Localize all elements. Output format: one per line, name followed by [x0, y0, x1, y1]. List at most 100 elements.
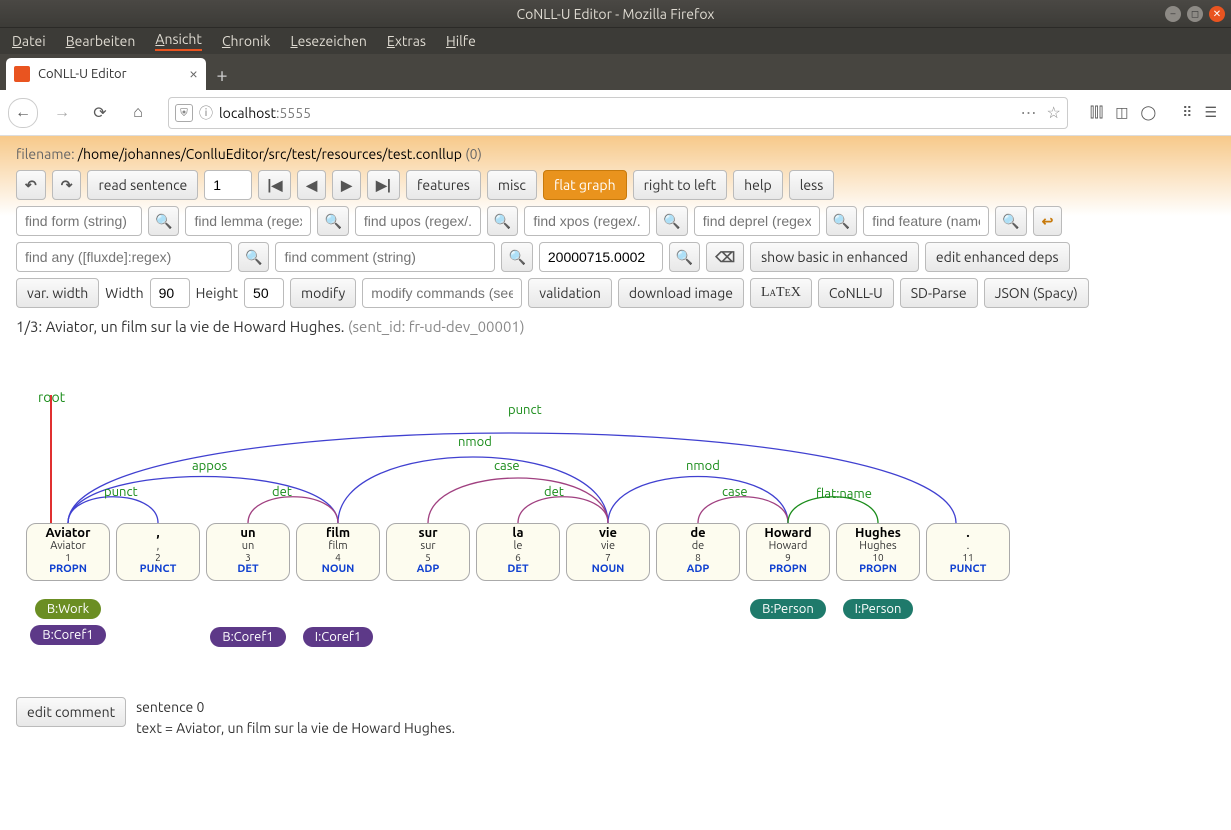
search-any-icon[interactable]: 🔍: [238, 242, 269, 272]
search-feature-icon[interactable]: 🔍: [995, 206, 1026, 236]
sentence-number-input[interactable]: [204, 170, 252, 200]
conllu-button[interactable]: CoNLL-U: [818, 278, 894, 308]
tab-close-icon[interactable]: ×: [189, 65, 198, 83]
token[interactable]: dede8ADP: [656, 523, 740, 581]
reload-button[interactable]: ⟳: [86, 99, 114, 127]
prev-button[interactable]: ◀: [297, 170, 326, 200]
search-xpos-icon[interactable]: 🔍: [656, 206, 687, 236]
tag-iperson[interactable]: I:Person: [843, 599, 914, 619]
url-text: localhost:5555: [219, 105, 1014, 121]
undo-button[interactable]: ↶: [16, 170, 46, 200]
library-icon[interactable]: ⫿⫿⫿: [1090, 104, 1103, 121]
flat-graph-button[interactable]: flat graph: [543, 170, 627, 200]
search-deprel-icon[interactable]: 🔍: [826, 206, 857, 236]
search-lemma-icon[interactable]: 🔍: [317, 206, 348, 236]
token[interactable]: ..11PUNCT: [926, 523, 1010, 581]
token[interactable]: vievie7NOUN: [566, 523, 650, 581]
first-button[interactable]: |◀: [258, 170, 291, 200]
menu-lesezeichen[interactable]: Lesezeichen: [290, 33, 366, 49]
sdparse-button[interactable]: SD-Parse: [900, 278, 978, 308]
find-upos-input[interactable]: [355, 206, 481, 236]
menu-hilfe[interactable]: Hilfe: [446, 33, 476, 49]
width-input[interactable]: [150, 278, 190, 308]
arc-label: punct: [104, 485, 138, 499]
token[interactable]: ,,2PUNCT: [116, 523, 200, 581]
read-sentence-button[interactable]: read sentence: [87, 170, 198, 200]
search-upos-icon[interactable]: 🔍: [487, 206, 518, 236]
clear-docid-button[interactable]: ⌫: [706, 242, 744, 272]
tab-active[interactable]: CoNLL-U Editor ×: [6, 58, 206, 90]
last-button[interactable]: ▶|: [367, 170, 400, 200]
token[interactable]: lale6DET: [476, 523, 560, 581]
tag-work[interactable]: B:Work: [35, 599, 101, 619]
menu-datei[interactable]: Datei: [12, 33, 46, 49]
menu-chronik[interactable]: Chronik: [222, 33, 271, 49]
redo-button[interactable]: ↷: [52, 170, 82, 200]
menu-icon[interactable]: ☰: [1204, 104, 1217, 121]
menu-extras[interactable]: Extras: [387, 33, 426, 49]
reset-search-button[interactable]: ↩: [1033, 206, 1063, 236]
arc-label: case: [722, 485, 748, 499]
find-any-input[interactable]: [16, 242, 232, 272]
close-icon[interactable]: ✕: [1209, 6, 1225, 22]
download-image-button[interactable]: download image: [618, 278, 744, 308]
menu-ansicht[interactable]: Ansicht: [155, 31, 202, 51]
search-form-icon[interactable]: 🔍: [148, 206, 179, 236]
tag-bcoref2[interactable]: B:Coref1: [210, 627, 285, 647]
show-basic-button[interactable]: show basic in enhanced: [750, 242, 919, 272]
find-form-input[interactable]: [16, 206, 142, 236]
rtl-button[interactable]: right to left: [633, 170, 728, 200]
edit-enhanced-button[interactable]: edit enhanced deps: [925, 242, 1070, 272]
home-button[interactable]: ⌂: [124, 99, 152, 127]
token-row: AviatorAviator1PROPN,,2PUNCTunun3DETfilm…: [26, 523, 1010, 581]
toolbar-row1: ↶ ↷ read sentence |◀ ◀ ▶ ▶| features mis…: [16, 170, 1215, 200]
search-comment-icon[interactable]: 🔍: [501, 242, 532, 272]
maximize-icon[interactable]: ◻: [1187, 6, 1203, 22]
tag-bcoref1[interactable]: B:Coref1: [30, 625, 105, 645]
features-button[interactable]: features: [406, 170, 481, 200]
misc-button[interactable]: misc: [487, 170, 537, 200]
window-titlebar: CoNLL-U Editor - Mozilla Firefox – ◻ ✕: [0, 0, 1231, 28]
more-icon[interactable]: ⋯: [1020, 103, 1036, 122]
bookmark-icon[interactable]: ☆: [1046, 103, 1060, 122]
find-lemma-input[interactable]: [185, 206, 311, 236]
less-button[interactable]: less: [789, 170, 835, 200]
find-deprel-input[interactable]: [694, 206, 820, 236]
docid-input[interactable]: [539, 242, 663, 272]
json-button[interactable]: JSON (Spacy): [984, 278, 1089, 308]
new-tab-button[interactable]: +: [206, 58, 238, 90]
tag-row: B:Work B:Coref1 B:Coref1 I:Coref1 B:Perso…: [26, 599, 1225, 647]
modify-cmds-input[interactable]: [362, 278, 522, 308]
token[interactable]: HughesHughes10PROPN: [836, 523, 920, 581]
token[interactable]: unun3DET: [206, 523, 290, 581]
shield-icon[interactable]: ⛨: [175, 104, 193, 122]
next-button[interactable]: ▶: [332, 170, 361, 200]
token[interactable]: AviatorAviator1PROPN: [26, 523, 110, 581]
modify-button[interactable]: modify: [290, 278, 356, 308]
info-icon[interactable]: ⓘ: [199, 103, 213, 123]
height-input[interactable]: [244, 278, 284, 308]
find-comment-input[interactable]: [275, 242, 495, 272]
latex-button[interactable]: LATEX: [750, 278, 812, 308]
sidebar-icon[interactable]: ◫: [1115, 104, 1128, 121]
menu-bearbeiten[interactable]: Bearbeiten: [66, 33, 136, 49]
account-icon[interactable]: ◯: [1141, 104, 1157, 121]
var-width-button[interactable]: var. width: [16, 278, 99, 308]
find-feature-input[interactable]: [863, 206, 989, 236]
token[interactable]: HowardHoward9PROPN: [746, 523, 830, 581]
validation-button[interactable]: validation: [528, 278, 612, 308]
edit-comment-button[interactable]: edit comment: [16, 697, 126, 727]
extensions-icon[interactable]: ⠿: [1182, 104, 1192, 121]
arc-label: appos: [192, 459, 227, 473]
back-button[interactable]: ←: [8, 98, 38, 128]
help-button[interactable]: help: [733, 170, 783, 200]
address-bar[interactable]: ⛨ ⓘ localhost:5555 ⋯ ☆: [168, 97, 1068, 129]
token[interactable]: sursur5ADP: [386, 523, 470, 581]
minimize-icon[interactable]: –: [1165, 6, 1181, 22]
search-docid-icon[interactable]: 🔍: [669, 242, 700, 272]
tag-bperson[interactable]: B:Person: [750, 599, 826, 619]
tag-icoref[interactable]: I:Coref1: [303, 627, 373, 647]
forward-button[interactable]: →: [48, 99, 76, 127]
token[interactable]: filmfilm4NOUN: [296, 523, 380, 581]
find-xpos-input[interactable]: [524, 206, 650, 236]
